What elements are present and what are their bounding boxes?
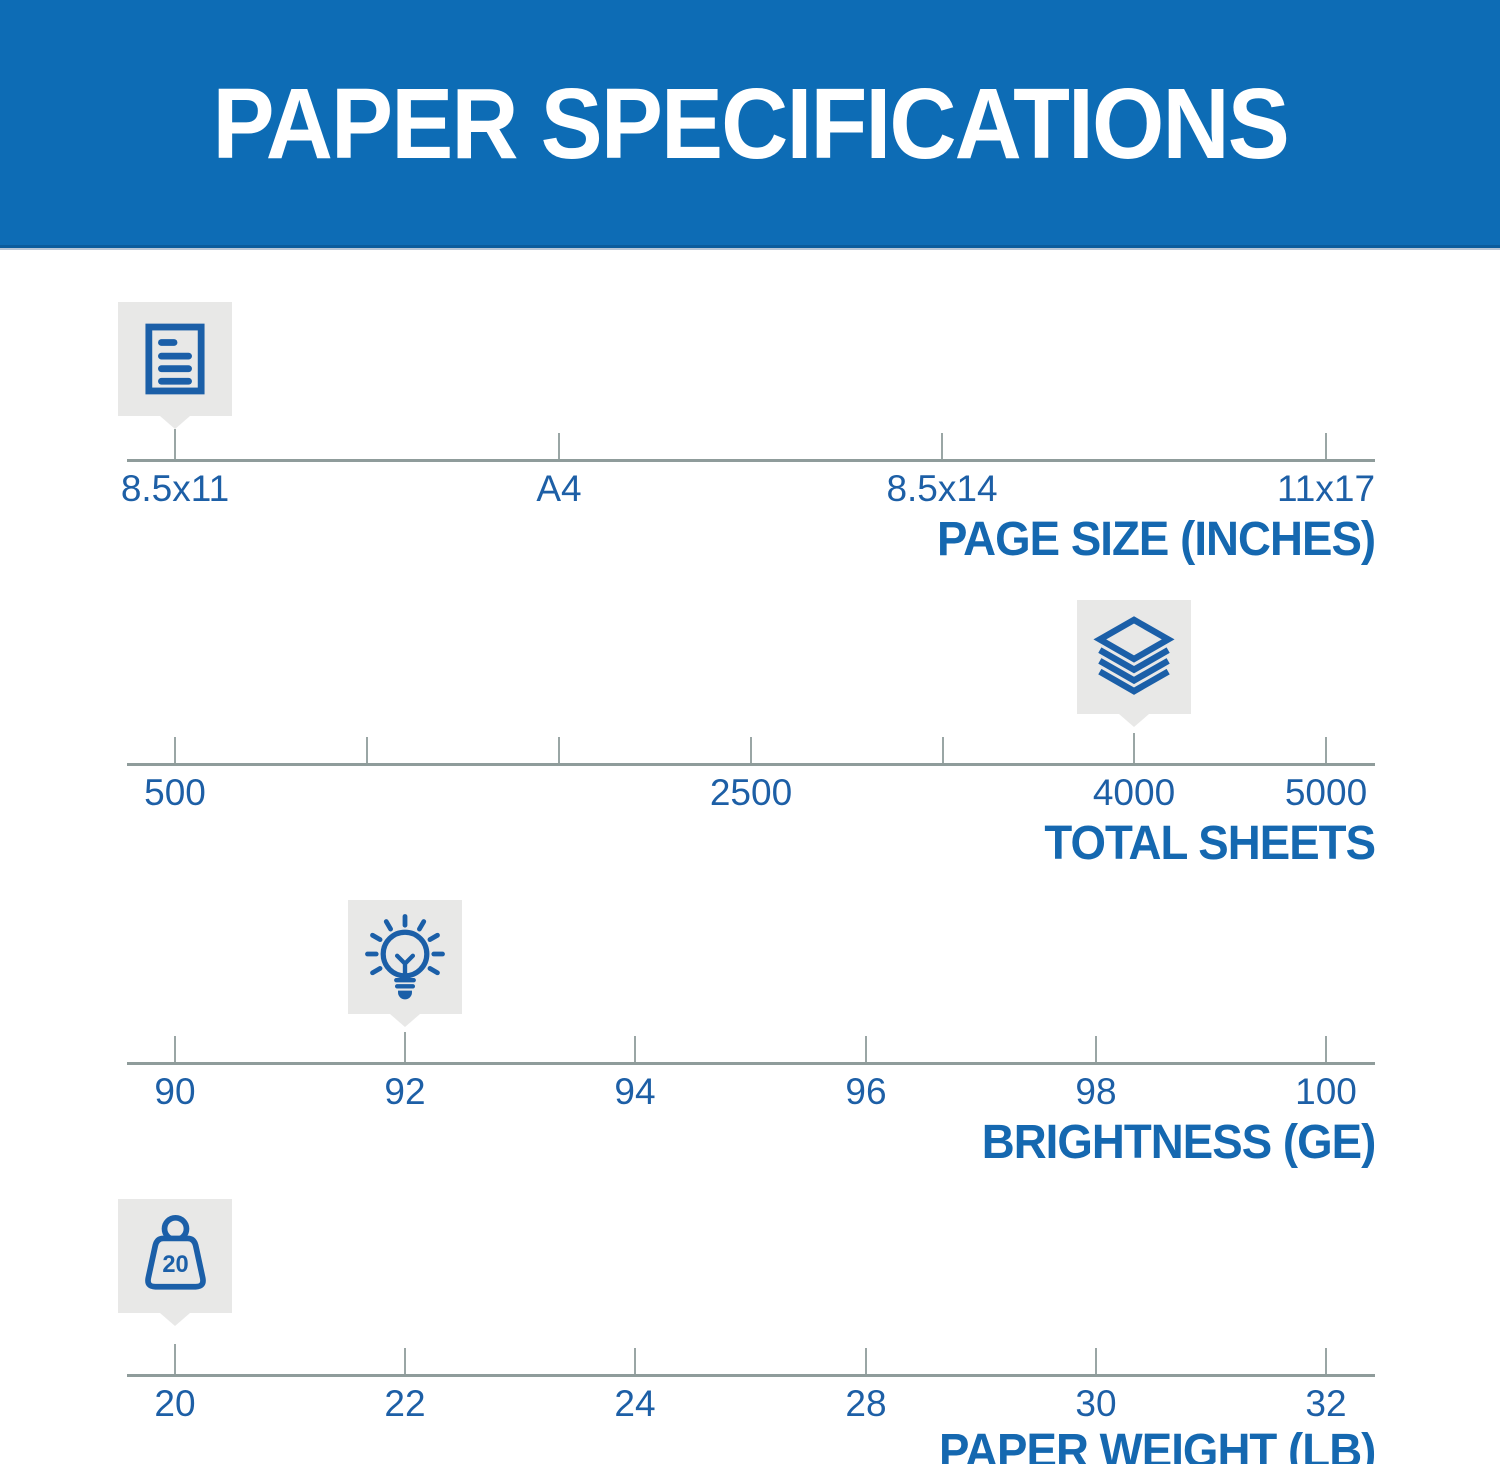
tick-label: 8.5x14 [886, 468, 998, 509]
tick-mark [865, 1036, 867, 1062]
active-tick-mark [174, 1344, 176, 1374]
marker-pointer [160, 416, 190, 429]
tick-mark [366, 737, 368, 763]
tick-label: 4000 [1092, 772, 1176, 813]
page-size-axis-line [127, 459, 1375, 462]
paper-weight-axis-line [127, 1374, 1375, 1377]
scale-caption-brightness: BRIGHTNESS (GE) [981, 1116, 1376, 1169]
paper-stack-icon [1093, 616, 1175, 695]
active-tick-mark [174, 429, 176, 459]
tick-label: 8.5x11 [120, 468, 230, 509]
brightness-marker [348, 900, 462, 1027]
tick-label: 20 [154, 1383, 196, 1424]
tick-label: 500 [144, 772, 206, 813]
tick-mark [558, 737, 560, 763]
header-banner: PAPER SPECIFICATIONS [0, 0, 1500, 248]
tick-mark [634, 1036, 636, 1062]
brightness-axis-line [127, 1062, 1375, 1065]
tick-label: 30 [1075, 1383, 1117, 1424]
marker-pointer [390, 1014, 420, 1027]
tick-mark [1095, 1348, 1097, 1374]
tick-label: A4 [536, 468, 582, 509]
tick-label: 22 [384, 1383, 426, 1424]
total-sheets-marker [1077, 600, 1191, 727]
tick-mark [558, 433, 560, 459]
total-sheets-axis-line [127, 763, 1375, 766]
lightbulb-icon [365, 913, 445, 999]
tick-label: 28 [845, 1383, 887, 1424]
tick-mark [1325, 1348, 1327, 1374]
active-tick-mark [404, 1032, 406, 1062]
scale-caption-paper-weight: PAPER WEIGHT (LB) [938, 1425, 1376, 1464]
tick-mark [1325, 737, 1327, 763]
tick-label: 32 [1305, 1383, 1347, 1424]
tick-label: 90 [154, 1071, 196, 1112]
tick-mark [865, 1348, 867, 1374]
tick-mark [1095, 1036, 1097, 1062]
tick-label: 94 [614, 1071, 656, 1112]
scale-caption-total-sheets: TOTAL SHEETS [1044, 817, 1376, 870]
tick-mark [404, 1348, 406, 1374]
tick-label: 92 [384, 1071, 426, 1112]
tick-mark [750, 737, 752, 763]
scale-caption-page-size: PAGE SIZE (INCHES) [936, 513, 1376, 566]
tick-label: 100 [1295, 1071, 1357, 1112]
tick-mark [1325, 1036, 1327, 1062]
tick-mark [174, 1036, 176, 1062]
tick-label: 96 [845, 1071, 887, 1112]
marker-pointer [160, 1313, 190, 1326]
weight-icon: 20 [144, 1214, 206, 1290]
document-icon [145, 323, 205, 395]
marker-pointer [1119, 714, 1149, 727]
tick-label: 98 [1075, 1071, 1117, 1112]
tick-label: 5000 [1284, 772, 1368, 813]
tick-label: 11x17 [1276, 468, 1376, 509]
tick-mark [942, 737, 944, 763]
page-size-marker [118, 302, 232, 429]
tick-label: 2500 [709, 772, 793, 813]
tick-mark [634, 1348, 636, 1374]
tick-mark [941, 433, 943, 459]
weight-icon-label: 20 [162, 1252, 188, 1278]
tick-mark [174, 737, 176, 763]
tick-label: 24 [614, 1383, 656, 1424]
active-tick-mark [1133, 733, 1135, 763]
tick-mark [1325, 433, 1327, 459]
paper-weight-marker: 20 [118, 1199, 232, 1326]
page-title: PAPER SPECIFICATIONS [212, 67, 1289, 180]
